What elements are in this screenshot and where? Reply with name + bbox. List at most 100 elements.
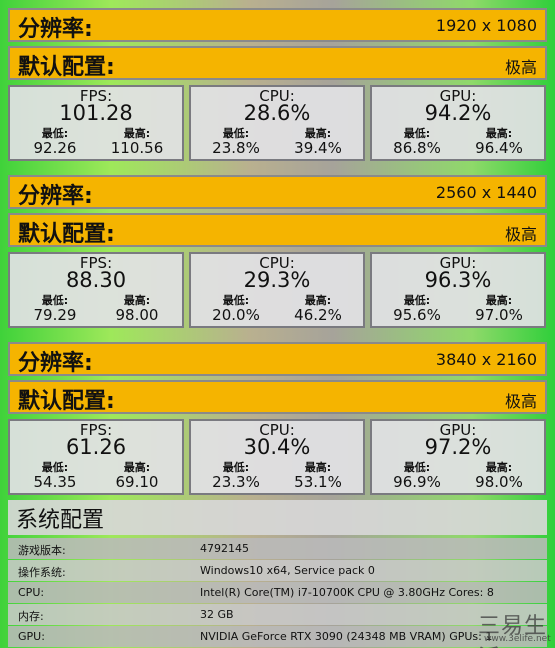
min-value: 23.8% [212, 139, 260, 157]
max-value: 96.4% [475, 139, 523, 157]
preset-value: 极高 [504, 58, 537, 77]
max-label: 最高: [304, 127, 332, 140]
row-label: GPU: [18, 630, 45, 643]
preset-value: 极高 [504, 225, 537, 244]
stat-panel: CPU: 28.6% 最低: 23.8% 最高: 39.4% [189, 85, 365, 161]
row-value: Windows10 x64, Service pack 0 [200, 564, 375, 577]
min-label: 最低: [403, 461, 431, 474]
preset-bar: 默认配置: 极高 [8, 213, 547, 247]
row-value: NVIDIA GeForce RTX 3090 (24348 MB VRAM) … [200, 630, 493, 643]
resolution-value: 1920 x 1080 [435, 16, 537, 35]
watermark-url: www.3elife.net [484, 634, 551, 644]
resolution-bar: 分辨率: 2560 x 1440 [8, 175, 547, 209]
stat-value: 94.2% [424, 101, 492, 125]
system-row: 内存: 32 GB [8, 604, 547, 625]
stat-value: 88.30 [65, 268, 127, 292]
max-value: 46.2% [294, 306, 342, 324]
resolution-bar: 分辨率: 3840 x 2160 [8, 342, 547, 376]
row-label: 内存: [18, 610, 44, 623]
preset-bar: 默认配置: 极高 [8, 46, 547, 80]
stat-title: CPU: [259, 421, 295, 439]
min-label: 最低: [41, 461, 69, 474]
stat-title: FPS: [79, 87, 113, 105]
stat-value: 29.3% [243, 268, 311, 292]
stat-title: GPU: [439, 421, 477, 439]
row-label: 操作系统: [18, 566, 66, 579]
stat-panel: GPU: 96.3% 最低: 95.6% 最高: 97.0% [370, 252, 546, 328]
system-header: 系统配置 [8, 500, 547, 535]
stat-title: GPU: [439, 87, 477, 105]
row-label: CPU: [18, 586, 45, 599]
preset-label: 默认配置: [18, 222, 115, 247]
stat-title: FPS: [79, 421, 113, 439]
stat-panel: GPU: 94.2% 最低: 86.8% 最高: 96.4% [370, 85, 546, 161]
max-label: 最高: [485, 461, 513, 474]
stat-panel: GPU: 97.2% 最低: 96.9% 最高: 98.0% [370, 419, 546, 495]
min-label: 最低: [41, 294, 69, 307]
resolution-value: 3840 x 2160 [435, 350, 537, 369]
min-label: 最低: [41, 127, 69, 140]
stat-panel: FPS: 88.30 最低: 79.29 最高: 98.00 [8, 252, 184, 328]
watermark-brand: 三易生活 [478, 614, 548, 648]
stat-panel: CPU: 30.4% 最低: 23.3% 最高: 53.1% [189, 419, 365, 495]
min-value: 95.6% [393, 306, 441, 324]
system-row: GPU: NVIDIA GeForce RTX 3090 (24348 MB VR… [8, 626, 547, 647]
resolution-label: 分辨率: [18, 351, 93, 376]
preset-label: 默认配置: [18, 55, 115, 80]
min-label: 最低: [222, 294, 250, 307]
system-title: 系统配置 [16, 508, 105, 533]
row-value: 32 GB [200, 608, 234, 621]
max-value: 97.0% [475, 306, 523, 324]
resolution-bar: 分辨率: 1920 x 1080 [8, 8, 547, 42]
max-label: 最高: [304, 461, 332, 474]
max-label: 最高: [485, 294, 513, 307]
preset-label: 默认配置: [18, 389, 115, 414]
row-value: Intel(R) Core(TM) i7-10700K CPU @ 3.80GH… [200, 586, 494, 599]
system-row: 操作系统: Windows10 x64, Service pack 0 [8, 560, 547, 581]
stat-panel: FPS: 101.28 最低: 92.26 最高: 110.56 [8, 85, 184, 161]
max-value: 39.4% [294, 139, 342, 157]
min-value: 86.8% [393, 139, 441, 157]
stat-title: GPU: [439, 254, 477, 272]
preset-bar: 默认配置: 极高 [8, 380, 547, 414]
min-label: 最低: [403, 127, 431, 140]
max-value: 98.00 [115, 306, 159, 324]
resolution-label: 分辨率: [18, 17, 93, 42]
max-label: 最高: [123, 461, 151, 474]
min-value: 23.3% [212, 473, 260, 491]
min-label: 最低: [403, 294, 431, 307]
min-value: 54.35 [33, 473, 77, 491]
max-value: 69.10 [115, 473, 159, 491]
max-value: 110.56 [110, 139, 164, 157]
stat-value: 30.4% [243, 435, 311, 459]
stat-value: 96.3% [424, 268, 492, 292]
system-row: 游戏版本: 4792145 [8, 538, 547, 559]
resolution-label: 分辨率: [18, 184, 93, 209]
stat-title: CPU: [259, 254, 295, 272]
min-value: 79.29 [33, 306, 77, 324]
min-value: 20.0% [212, 306, 260, 324]
stat-value: 61.26 [65, 435, 127, 459]
max-value: 98.0% [475, 473, 523, 491]
row-value: 4792145 [200, 542, 249, 555]
stat-title: FPS: [79, 254, 113, 272]
row-label: 游戏版本: [18, 544, 66, 557]
max-label: 最高: [123, 127, 151, 140]
stat-panel: FPS: 61.26 最低: 54.35 最高: 69.10 [8, 419, 184, 495]
min-value: 96.9% [393, 473, 441, 491]
preset-value: 极高 [504, 392, 537, 411]
resolution-value: 2560 x 1440 [435, 183, 537, 202]
stat-value: 97.2% [424, 435, 492, 459]
min-label: 最低: [222, 461, 250, 474]
stat-panel: CPU: 29.3% 最低: 20.0% 最高: 46.2% [189, 252, 365, 328]
stat-value: 101.28 [59, 101, 133, 125]
max-label: 最高: [304, 294, 332, 307]
stat-value: 28.6% [243, 101, 311, 125]
system-row: CPU: Intel(R) Core(TM) i7-10700K CPU @ 3.… [8, 582, 547, 603]
min-label: 最低: [222, 127, 250, 140]
max-value: 53.1% [294, 473, 342, 491]
stat-title: CPU: [259, 87, 295, 105]
max-label: 最高: [123, 294, 151, 307]
max-label: 最高: [485, 127, 513, 140]
